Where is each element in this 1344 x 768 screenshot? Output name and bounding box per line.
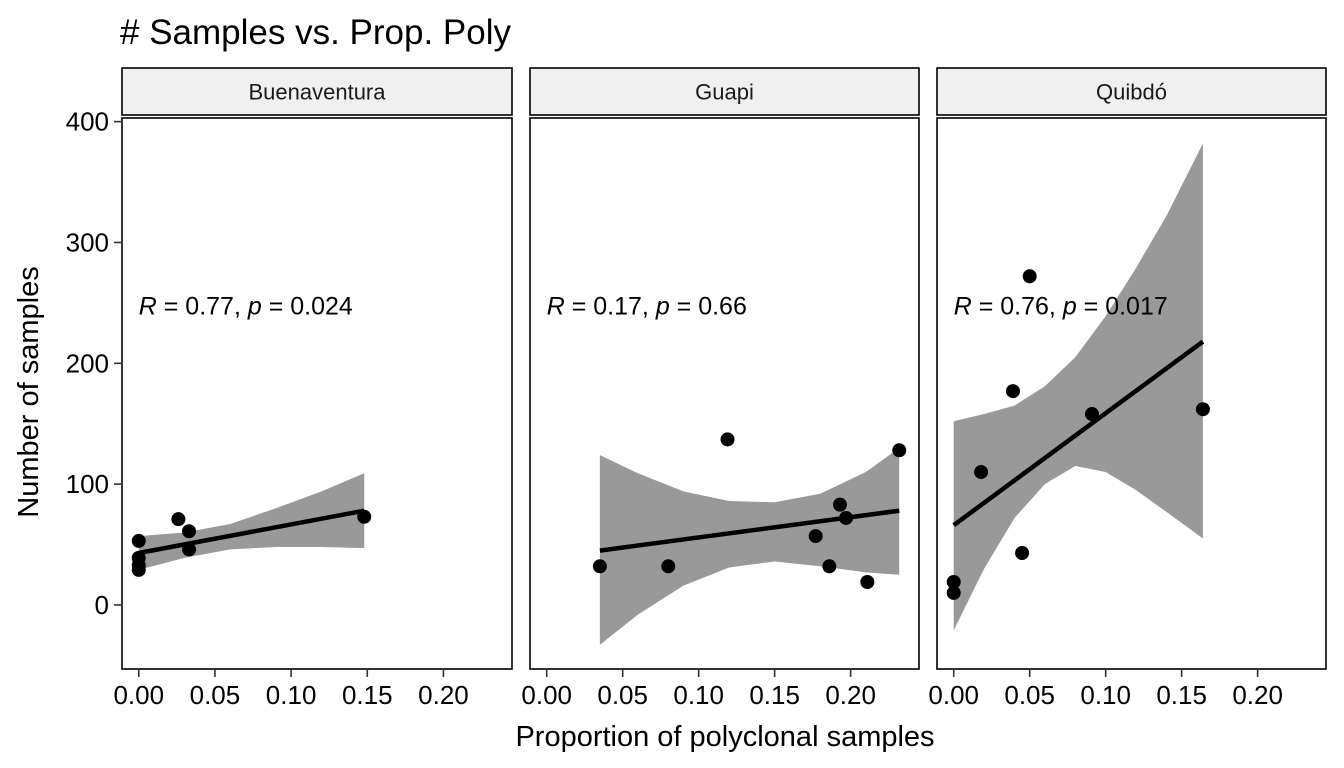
x-tick-label-quibd--1: 0.05 bbox=[1004, 680, 1055, 710]
facet-quibd-: Quibdó R = 0.76, p = 0.017 0.00 0.05 0.10 0.1… bbox=[928, 67, 1327, 710]
annotation-r-value-guapi: = 0.17, bbox=[565, 292, 656, 320]
data-point-buenaventura-4 bbox=[171, 512, 186, 527]
data-point-buenaventura-6 bbox=[182, 542, 197, 557]
data-point-quibd--4 bbox=[1015, 546, 1030, 560]
annotation-p-value-guapi: = 0.66 bbox=[670, 292, 747, 320]
y-axis-title: Number of samples bbox=[13, 266, 45, 517]
facet-buenaventura: Buenaventura R = 0.77, p = 0.024 0.00 0.05 0… bbox=[66, 67, 513, 710]
data-point-quibd--0 bbox=[946, 575, 961, 589]
x-axis-title: Proportion of polyclonal samples bbox=[515, 721, 934, 753]
x-tick-label-quibd--0: 0.00 bbox=[928, 680, 979, 710]
annotation-r-symbol-guapi: R bbox=[547, 292, 565, 320]
annotation-p-symbol-buenaventura: p bbox=[247, 292, 262, 320]
data-point-guapi-0 bbox=[592, 559, 607, 574]
facet-strip-guapi bbox=[529, 67, 920, 116]
data-point-quibd--3 bbox=[1005, 384, 1020, 399]
data-point-quibd--1 bbox=[946, 585, 961, 600]
annotation-p-symbol-guapi: p bbox=[655, 292, 670, 320]
data-point-quibd--2 bbox=[974, 465, 989, 480]
x-tick-label-buenaventura-4: 0.20 bbox=[418, 680, 469, 710]
y-tick-label-3: 300 bbox=[66, 227, 109, 257]
data-point-guapi-8 bbox=[892, 443, 907, 458]
y-tick-label-0: 0 bbox=[95, 590, 109, 620]
data-point-guapi-5 bbox=[832, 497, 847, 512]
data-point-guapi-1 bbox=[661, 559, 676, 574]
data-point-quibd--7 bbox=[1195, 402, 1210, 417]
data-point-guapi-6 bbox=[839, 510, 854, 525]
fit-line-quibd- bbox=[952, 339, 1205, 528]
confidence-band-buenaventura bbox=[138, 473, 365, 570]
data-point-buenaventura-7 bbox=[357, 509, 372, 524]
data-point-buenaventura-0 bbox=[131, 533, 146, 548]
annotation-r-symbol-quibd-: R bbox=[954, 292, 972, 320]
y-tick-label-2: 200 bbox=[66, 348, 109, 378]
x-tick-label-buenaventura-0: 0.00 bbox=[113, 680, 164, 710]
data-point-buenaventura-5 bbox=[182, 524, 197, 539]
annotation-p-value-buenaventura: = 0.024 bbox=[262, 292, 353, 320]
annotation-r-value-quibd-: = 0.76, bbox=[972, 292, 1063, 320]
data-point-guapi-2 bbox=[720, 432, 735, 447]
confidence-band-quibd- bbox=[953, 143, 1203, 631]
x-tick-label-guapi-3: 0.15 bbox=[749, 680, 800, 710]
confidence-band-guapi bbox=[599, 447, 900, 645]
annotation-r-symbol-buenaventura: R bbox=[139, 292, 157, 320]
data-point-quibd--6 bbox=[1084, 407, 1099, 422]
panel-border-quibd- bbox=[936, 117, 1327, 670]
annotation-p-value-quibd-: = 0.017 bbox=[1077, 292, 1168, 320]
facets-layer: Buenaventura R = 0.77, p = 0.024 0.00 0.05 0… bbox=[66, 67, 1327, 710]
x-tick-label-buenaventura-1: 0.05 bbox=[190, 680, 241, 710]
facet-strip-label-quibd-: Quibdó bbox=[1096, 80, 1167, 105]
x-tick-label-guapi-4: 0.20 bbox=[825, 680, 876, 710]
correlation-annotation-quibd-: R = 0.76, p = 0.017 bbox=[954, 292, 1168, 320]
data-point-guapi-4 bbox=[822, 559, 837, 574]
data-point-buenaventura-3 bbox=[131, 562, 146, 577]
correlation-annotation-guapi: R = 0.17, p = 0.66 bbox=[547, 292, 747, 320]
x-tick-label-quibd--2: 0.10 bbox=[1080, 680, 1131, 710]
panel-background-buenaventura bbox=[122, 118, 512, 669]
x-tick-label-guapi-2: 0.10 bbox=[673, 680, 724, 710]
panel-background-guapi bbox=[530, 118, 919, 669]
chart-title: # Samples vs. Prop. Poly bbox=[120, 13, 511, 52]
facet-strip-buenaventura bbox=[121, 67, 513, 116]
facet-strip-label-guapi: Guapi bbox=[695, 80, 754, 105]
data-point-quibd--5 bbox=[1022, 269, 1037, 284]
x-tick-label-quibd--3: 0.15 bbox=[1156, 680, 1207, 710]
x-tick-label-quibd--4: 0.20 bbox=[1232, 680, 1283, 710]
annotation-p-symbol-quibd-: p bbox=[1062, 292, 1077, 320]
y-tick-label-1: 100 bbox=[66, 469, 109, 499]
facet-strip-label-buenaventura: Buenaventura bbox=[249, 80, 387, 105]
facet-strip-quibd- bbox=[936, 67, 1327, 116]
annotation-r-value-buenaventura: = 0.77, bbox=[157, 292, 248, 320]
x-tick-label-buenaventura-3: 0.15 bbox=[342, 680, 393, 710]
correlation-annotation-buenaventura: R = 0.77, p = 0.024 bbox=[139, 292, 353, 320]
facet-guapi: Guapi R = 0.17, p = 0.66 0.00 0.05 0.10 0.15 0… bbox=[521, 67, 920, 710]
x-tick-label-guapi-0: 0.00 bbox=[521, 680, 572, 710]
y-tick-label-4: 400 bbox=[66, 107, 109, 137]
panel-border-buenaventura bbox=[121, 117, 513, 670]
fit-line-buenaventura bbox=[138, 508, 365, 556]
x-tick-label-buenaventura-2: 0.10 bbox=[266, 680, 317, 710]
data-point-guapi-7 bbox=[860, 575, 875, 589]
panel-border-guapi bbox=[529, 117, 920, 670]
x-tick-label-guapi-1: 0.05 bbox=[597, 680, 648, 710]
data-point-guapi-3 bbox=[808, 529, 823, 544]
